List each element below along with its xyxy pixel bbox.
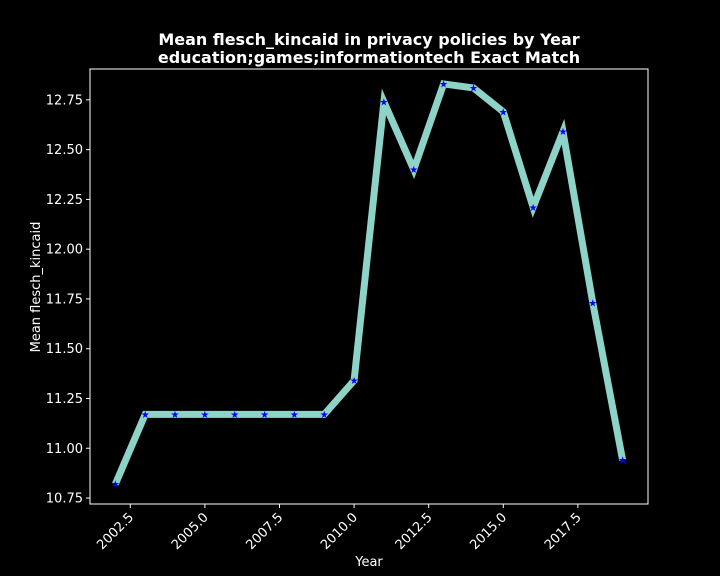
data-point-marker: ★ bbox=[529, 203, 538, 214]
chart-title-line-2: education;games;informationtech Exact Ma… bbox=[158, 48, 580, 67]
data-point-marker: ★ bbox=[409, 165, 418, 176]
data-point-marker: ★ bbox=[350, 376, 359, 387]
data-point-marker: ★ bbox=[230, 410, 239, 421]
y-axis-label: Mean flesch_kincaid bbox=[29, 222, 44, 353]
chart-title-line-1: Mean flesch_kincaid in privacy policies … bbox=[158, 30, 579, 49]
y-tick-label: 12.75 bbox=[46, 93, 83, 108]
data-point-marker: ★ bbox=[320, 410, 329, 421]
data-point-marker: ★ bbox=[141, 410, 150, 421]
data-point-marker: ★ bbox=[290, 410, 299, 421]
y-tick-label: 12.50 bbox=[46, 143, 83, 158]
y-tick-label: 12.25 bbox=[46, 193, 83, 208]
y-tick-label: 11.25 bbox=[46, 392, 83, 407]
y-tick-label: 12.00 bbox=[46, 243, 83, 258]
data-point-marker: ★ bbox=[379, 97, 388, 108]
data-point-marker: ★ bbox=[588, 298, 597, 309]
y-tick-label: 11.75 bbox=[46, 292, 83, 307]
data-point-marker: ★ bbox=[618, 456, 627, 467]
data-point-marker: ★ bbox=[111, 480, 120, 491]
y-tick-label: 10.75 bbox=[46, 492, 83, 507]
data-point-marker: ★ bbox=[171, 410, 180, 421]
plot-frame bbox=[89, 68, 649, 505]
y-axis: 10.75 11.00 11.25 11.50 11.75 12.00 12.25 12.50… bbox=[46, 93, 90, 507]
data-point-marker: ★ bbox=[469, 83, 478, 94]
data-point-marker: ★ bbox=[260, 410, 269, 421]
data-point-marker: ★ bbox=[558, 127, 567, 138]
plot-area: ★ ★ ★ ★ ★ ★ ★ ★ ★ ★ ★ ★ ★ ★ ★ ★ ★ ★ bbox=[111, 79, 627, 490]
y-tick-label: 11.00 bbox=[46, 442, 83, 457]
y-tick-label: 11.50 bbox=[46, 342, 83, 357]
data-point-marker: ★ bbox=[439, 79, 448, 90]
series-line bbox=[112, 80, 627, 486]
data-point-marker: ★ bbox=[200, 410, 209, 421]
x-axis-label: Year bbox=[354, 555, 383, 570]
data-point-marker: ★ bbox=[499, 107, 508, 118]
